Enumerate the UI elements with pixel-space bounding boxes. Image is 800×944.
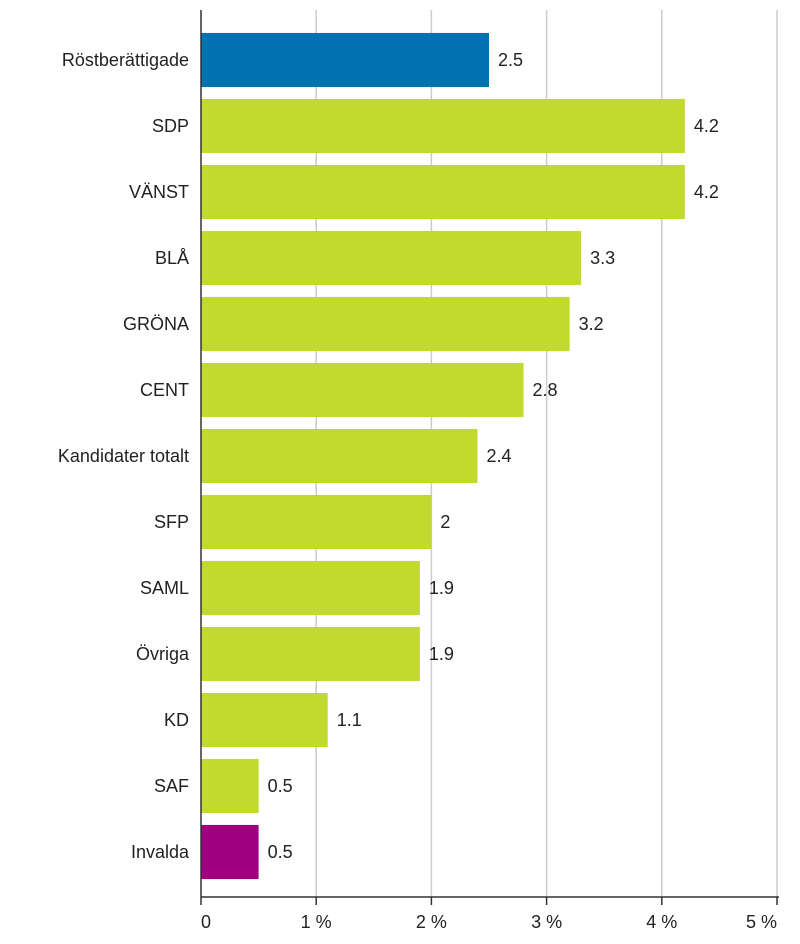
bar	[201, 428, 478, 484]
data-label: 1.9	[429, 578, 454, 598]
y-tick-label: GRÖNA	[123, 314, 189, 334]
bar	[201, 296, 570, 352]
data-label: 0.5	[268, 776, 293, 796]
data-label: 1.1	[337, 710, 362, 730]
data-label: 4.2	[694, 182, 719, 202]
bar	[201, 362, 524, 418]
bar	[201, 164, 685, 220]
data-label: 2.8	[533, 380, 558, 400]
bar	[201, 560, 420, 616]
x-tick-label: 0	[201, 912, 211, 932]
data-label: 4.2	[694, 116, 719, 136]
x-tick-label: 2 %	[416, 912, 447, 932]
x-tick-label: 4 %	[646, 912, 677, 932]
x-tick-label: 3 %	[531, 912, 562, 932]
y-tick-label: SDP	[152, 116, 189, 136]
data-label: 3.3	[590, 248, 615, 268]
y-tick-label: BLÅ	[155, 248, 189, 268]
y-tick-label: Invalda	[131, 842, 190, 862]
data-label: 2.5	[498, 50, 523, 70]
data-label: 1.9	[429, 644, 454, 664]
data-label: 2	[440, 512, 450, 532]
data-label: 0.5	[268, 842, 293, 862]
y-tick-label: SAML	[140, 578, 189, 598]
x-tick-label: 1 %	[301, 912, 332, 932]
y-tick-label: SAF	[154, 776, 189, 796]
bar	[201, 98, 685, 154]
bar	[201, 32, 489, 88]
bar	[201, 494, 432, 550]
bar	[201, 692, 328, 748]
y-tick-label: SFP	[154, 512, 189, 532]
x-tick-label: 5 %	[746, 912, 777, 932]
data-label: 3.2	[579, 314, 604, 334]
bar	[201, 824, 259, 880]
data-label: 2.4	[486, 446, 511, 466]
y-tick-label: Röstberättigade	[62, 50, 189, 70]
y-tick-label: Övriga	[136, 644, 190, 664]
y-tick-label: KD	[164, 710, 189, 730]
bar	[201, 626, 420, 682]
y-tick-label: CENT	[140, 380, 189, 400]
y-tick-label: Kandidater totalt	[58, 446, 189, 466]
bar	[201, 230, 582, 286]
bar	[201, 758, 259, 814]
y-tick-label: VÄNST	[129, 182, 189, 202]
